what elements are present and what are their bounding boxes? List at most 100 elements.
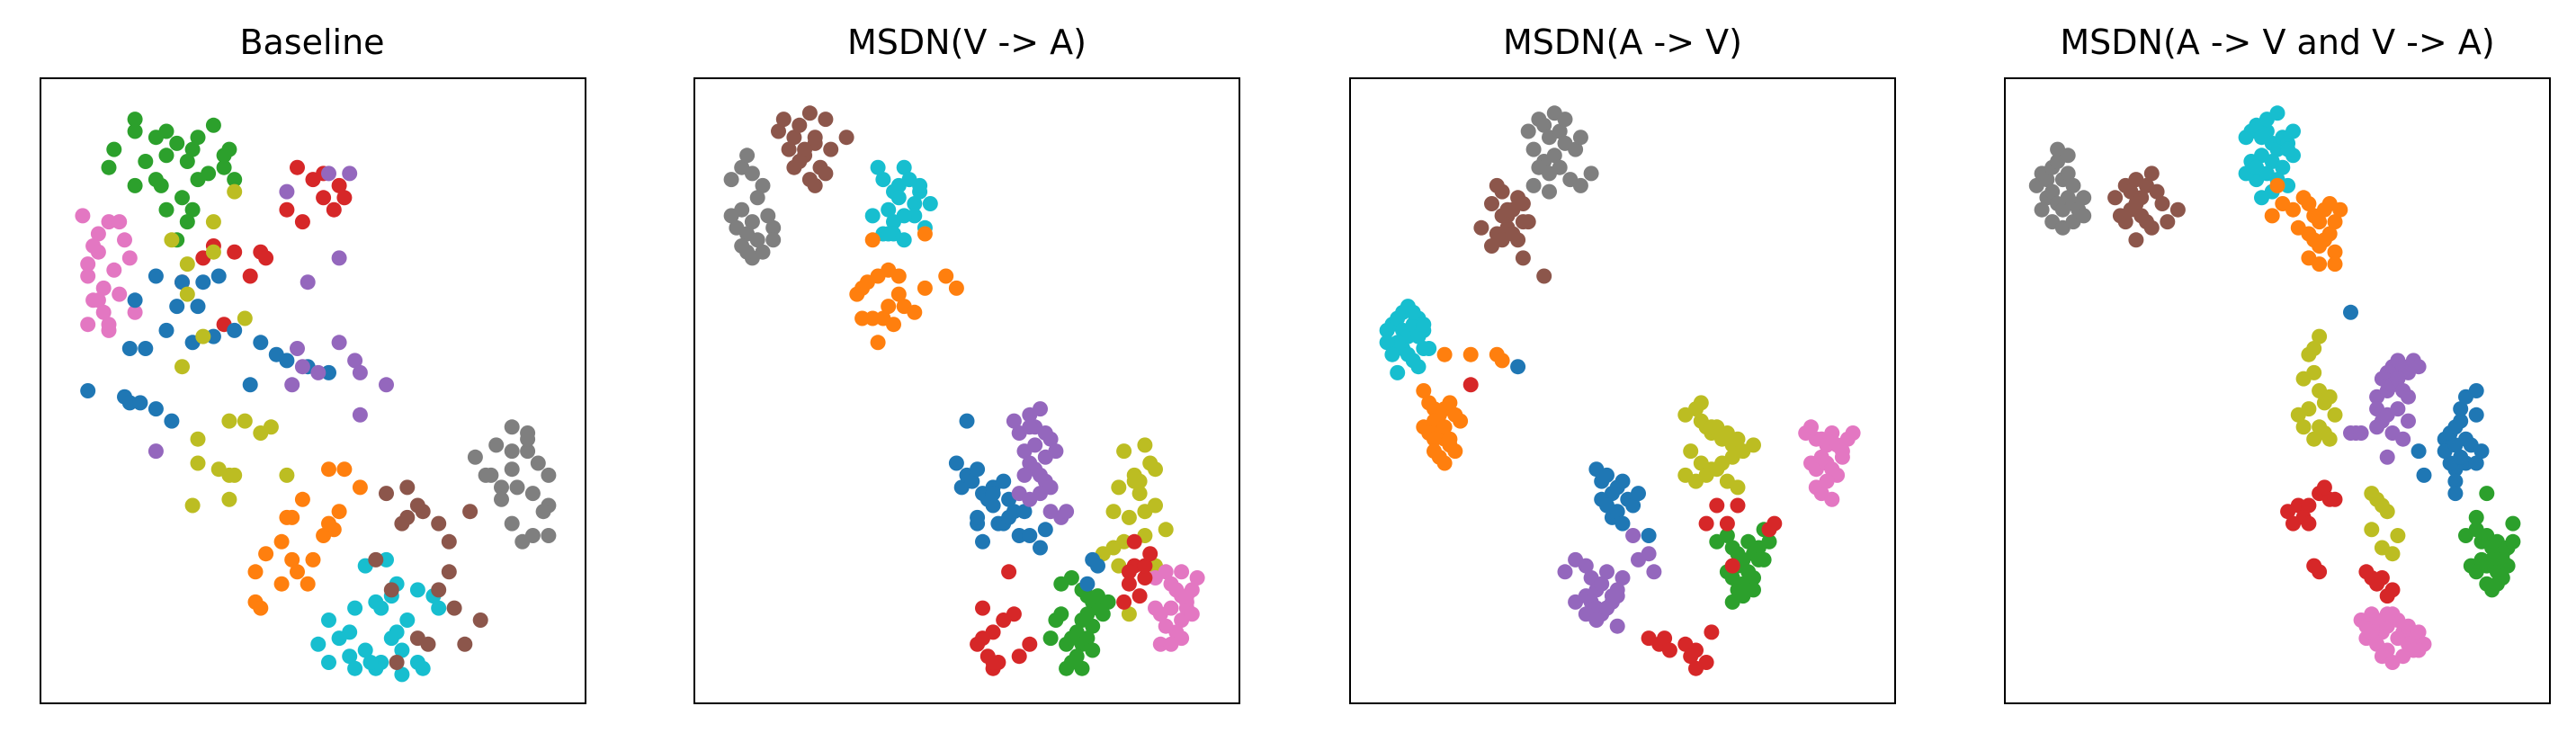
scatter-point (2321, 431, 2338, 447)
scatter-point (907, 196, 923, 211)
scatter-point (2312, 214, 2328, 230)
scatter-point (504, 419, 520, 435)
scatter-point (2401, 413, 2416, 429)
scatter-point (300, 274, 316, 291)
scatter-point (1557, 112, 1573, 128)
scatter-point (2327, 244, 2343, 260)
scatter-point (1578, 558, 1594, 574)
plot-area (693, 77, 1240, 704)
scatter-point (1845, 425, 1861, 441)
scatter-point (1436, 419, 1453, 435)
scatter-point (2379, 449, 2395, 465)
scatter-point (1090, 588, 1105, 604)
scatter-point (1006, 413, 1022, 429)
scatter-point (190, 455, 206, 471)
scatter-point (2301, 497, 2317, 514)
scatter-point (174, 190, 190, 206)
scatter-point (1053, 606, 1069, 622)
scatter-point (2332, 201, 2348, 218)
scatter-point (2316, 479, 2332, 496)
scatter-point (896, 232, 912, 248)
scatter-point (279, 509, 295, 525)
scatter-point (1178, 588, 1194, 604)
scatter-point (1063, 570, 1079, 586)
scatter-point (1515, 250, 1531, 266)
scatter-point (478, 467, 494, 483)
scatter-point (2327, 407, 2343, 423)
scatter-point (1137, 504, 1153, 520)
scatter-point (1079, 630, 1096, 647)
scatter-point (132, 395, 148, 411)
scatter-point (127, 304, 143, 320)
scatter-point (948, 280, 964, 296)
scatter-point (1453, 413, 1469, 429)
scatter-point (467, 449, 483, 465)
scatter-point (2076, 190, 2092, 206)
scatter-point (744, 165, 760, 182)
scatter-point (373, 600, 389, 616)
scatter-point (1163, 600, 1179, 616)
scatter-point (190, 431, 206, 447)
scatter-point (996, 612, 1012, 628)
scatter-point (504, 515, 520, 532)
scatter-point (1657, 630, 1673, 647)
scatter-point (195, 328, 211, 344)
scatter-point (95, 280, 112, 296)
scatter-point (1625, 528, 1641, 543)
scatter-point (1416, 383, 1432, 398)
scatter-point (2489, 576, 2505, 592)
scatter-point (1631, 486, 1646, 502)
scatter-point (2379, 504, 2395, 520)
scatter-point (755, 177, 771, 193)
scatter-point (1704, 419, 1720, 435)
scatter-point (985, 655, 1001, 670)
scatter-point (1552, 123, 1568, 139)
scatter-point (1033, 540, 1048, 556)
scatter-point (1436, 455, 1453, 471)
scatter-point (1111, 479, 1127, 496)
scatter-point (290, 564, 305, 580)
plot-area (2004, 77, 2551, 704)
scatter-point (1095, 606, 1111, 622)
scatter-point (2321, 226, 2338, 242)
scatter-point (1520, 123, 1536, 139)
scatter-point (1416, 317, 1432, 333)
scatter-point (1552, 159, 1568, 175)
scatter-point (190, 130, 206, 146)
scatter-point (1184, 606, 1200, 622)
scatter-point (890, 268, 907, 284)
scatter-point (970, 636, 986, 652)
panel-title: Baseline (239, 22, 384, 62)
scatter-point (1688, 660, 1704, 676)
scatter-point (938, 268, 954, 284)
scatter-point (755, 244, 771, 260)
scatter-point (158, 201, 174, 218)
scatter-point (524, 528, 541, 543)
scatter-point (760, 208, 776, 224)
scatter-point (138, 154, 154, 169)
scatter-point (2353, 425, 2369, 441)
scatter-point (227, 172, 243, 188)
scatter-point (383, 582, 399, 598)
scatter-point (1719, 528, 1735, 543)
scatter-point (2327, 214, 2343, 230)
scatter-point (227, 467, 243, 483)
scatter-point (2468, 455, 2484, 471)
scatter-point (2312, 256, 2328, 273)
scatter-point (864, 232, 881, 248)
scatter-point (247, 564, 264, 580)
scatter-point (331, 250, 347, 266)
scatter-point (179, 154, 195, 169)
points-layer (2028, 105, 2521, 670)
scatter-point (1131, 588, 1148, 604)
scatter-point (2249, 159, 2265, 175)
scatter-point (158, 322, 174, 338)
scatter-point (237, 413, 253, 429)
scatter-point (441, 564, 457, 580)
scatter-point (2112, 208, 2128, 224)
scatter-point (1536, 268, 1552, 284)
scatter-point (321, 364, 336, 380)
scatter-point (1042, 630, 1059, 647)
panel-msdn-a-to-v: MSDN(A -> V) (1349, 22, 1896, 704)
scatter-point (1746, 437, 1761, 453)
